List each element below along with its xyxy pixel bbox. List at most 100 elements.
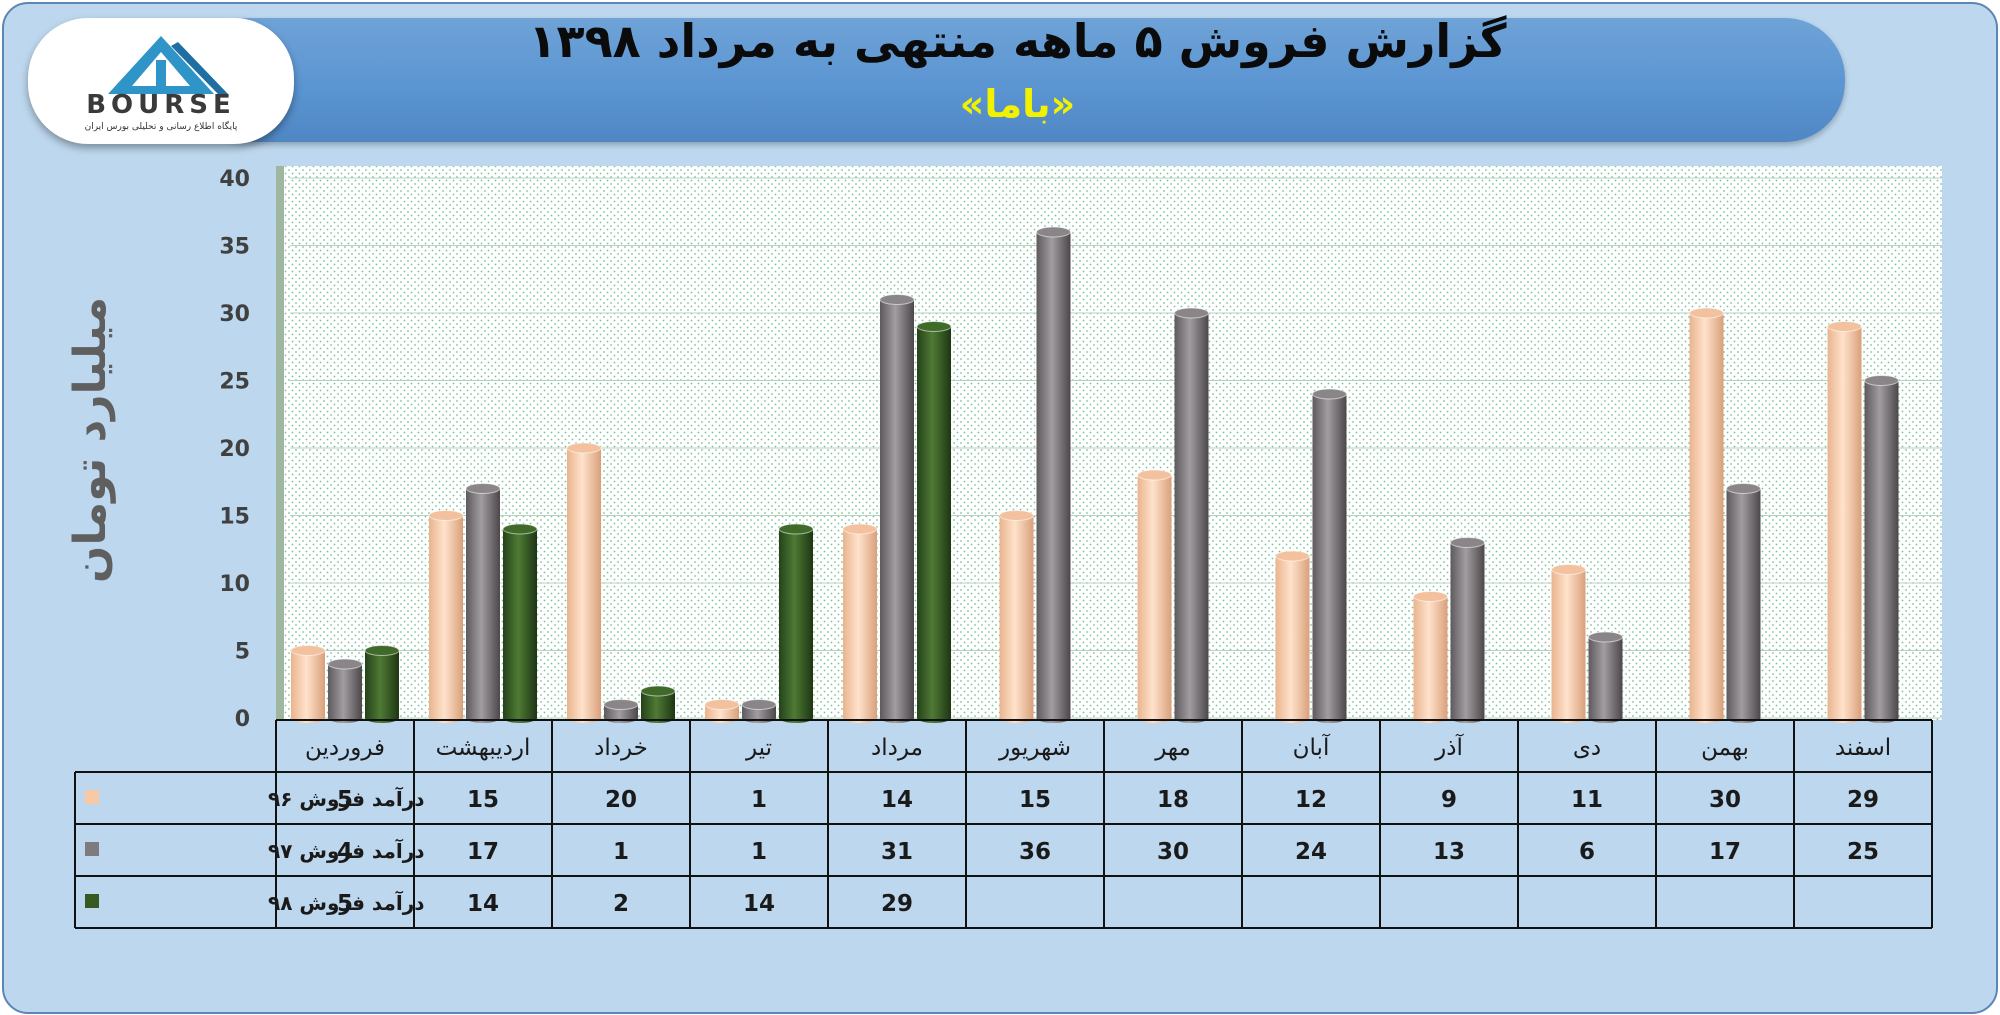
bar (328, 664, 362, 718)
data-label: 5 (337, 787, 353, 813)
data-label: 25 (1847, 839, 1879, 865)
data-label: 30 (1709, 787, 1741, 813)
bar-base (705, 713, 739, 723)
data-label: 24 (1295, 839, 1327, 865)
x-tick-label: مهر (1154, 735, 1191, 761)
bar-cap (1689, 307, 1724, 319)
bar-cap (879, 294, 915, 305)
chart-subtitle: «باما» (959, 82, 1076, 126)
bar-cap (1551, 564, 1586, 575)
x-tick-label: دی (1573, 735, 1601, 761)
bar (843, 529, 877, 718)
bar (1174, 313, 1209, 718)
bar-cap (1864, 375, 1899, 386)
data-label: 14 (467, 891, 499, 917)
data-label: 1 (613, 839, 629, 865)
bar-cap (1588, 631, 1623, 643)
chart-title: گزارش فروش ۵ ماهه منتهی به مرداد ۱۳۹۸ (528, 14, 1507, 68)
bar-base (742, 713, 776, 723)
bar-cap (842, 523, 878, 535)
legend-label: درآمد فروش ۹۷ (268, 838, 424, 863)
bar (365, 650, 399, 718)
bar-cap (1036, 226, 1071, 238)
x-tick-label: تیر (745, 735, 772, 761)
bar-base (1551, 713, 1586, 723)
bar-cap (1413, 591, 1448, 602)
y-tick-label: 35 (219, 235, 250, 260)
bar-cap (502, 523, 538, 535)
bar-base (466, 713, 500, 723)
bar-cap (778, 523, 814, 535)
bar-cap (741, 699, 777, 710)
data-label: 17 (467, 839, 499, 865)
bar-cap (704, 699, 740, 710)
bar-cap (465, 483, 501, 494)
bar (1689, 313, 1724, 718)
bar (567, 448, 601, 718)
bar (999, 515, 1034, 718)
x-tick-label: آذر (1434, 733, 1464, 761)
bar-base (429, 713, 463, 723)
bar-base (1450, 713, 1485, 723)
data-label: 29 (881, 891, 913, 917)
y-tick-label: 30 (219, 302, 250, 327)
bar-base (1312, 713, 1347, 723)
data-label: 17 (1709, 839, 1741, 865)
bar (1137, 475, 1172, 718)
bar-base (1413, 713, 1448, 723)
bar (917, 326, 951, 718)
data-label: 13 (1433, 839, 1465, 865)
logo-text: BOURSE (86, 90, 236, 120)
title-banner (190, 18, 1845, 142)
bar (1864, 380, 1899, 718)
bar (1726, 488, 1761, 718)
bar-cap (640, 685, 676, 697)
data-label: 15 (467, 787, 499, 813)
x-tick-label: بهمن (1701, 735, 1749, 761)
x-tick-label: خرداد (594, 735, 648, 761)
bar-base (843, 713, 877, 723)
bar-base (1036, 713, 1071, 723)
bar-base (1137, 713, 1172, 723)
bar (779, 529, 813, 718)
bar-base (567, 713, 601, 723)
bar (429, 515, 463, 718)
y-tick-label: 15 (219, 505, 250, 530)
data-label: 30 (1157, 839, 1189, 865)
bar-cap (1450, 537, 1485, 548)
x-tick-label: اسفند (1835, 735, 1891, 761)
legend-label: درآمد فروش ۹۶ (268, 786, 424, 811)
bar (1450, 542, 1485, 718)
bar-cap (1174, 307, 1209, 319)
data-label: 9 (1441, 787, 1457, 813)
data-label: 4 (337, 839, 353, 865)
bar-base (1275, 713, 1310, 723)
bar-base (880, 713, 914, 723)
y-tick-label: 5 (235, 640, 250, 665)
data-label: 14 (881, 787, 913, 813)
bar-base (328, 713, 362, 723)
bar-base (291, 713, 325, 723)
data-label: 31 (881, 839, 913, 865)
y-tick-label: 20 (219, 437, 250, 462)
bar (291, 650, 325, 718)
plot-area (284, 166, 1942, 720)
bar-cap (1137, 469, 1172, 481)
bar (466, 488, 500, 718)
bar-cap (1275, 550, 1310, 562)
y-tick-label: 40 (219, 167, 250, 192)
bar (1312, 394, 1347, 718)
bar-cap (603, 699, 639, 710)
x-tick-label: فروردین (305, 735, 385, 761)
y-tick-label: 10 (219, 572, 250, 597)
bar-base (641, 713, 675, 723)
data-label: 18 (1157, 787, 1189, 813)
bar-base (779, 713, 813, 723)
data-label: 1 (751, 787, 767, 813)
data-label: 12 (1295, 787, 1327, 813)
bar (1413, 596, 1448, 718)
data-label: 1 (751, 839, 767, 865)
logo-mark-icon (108, 36, 228, 94)
y-tick-label: 25 (219, 370, 250, 395)
bar (880, 299, 914, 718)
